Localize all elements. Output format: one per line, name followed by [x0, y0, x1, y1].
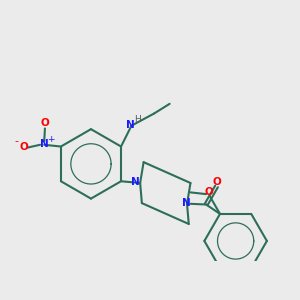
Text: O: O: [40, 118, 49, 128]
Text: H: H: [134, 115, 141, 124]
Text: N: N: [182, 198, 191, 208]
Text: O: O: [213, 177, 222, 187]
Text: -: -: [14, 136, 19, 146]
Text: N: N: [40, 139, 49, 149]
Text: +: +: [47, 135, 55, 144]
Text: N: N: [126, 120, 135, 130]
Text: O: O: [205, 187, 213, 197]
Text: N: N: [131, 177, 140, 187]
Text: O: O: [19, 142, 28, 152]
